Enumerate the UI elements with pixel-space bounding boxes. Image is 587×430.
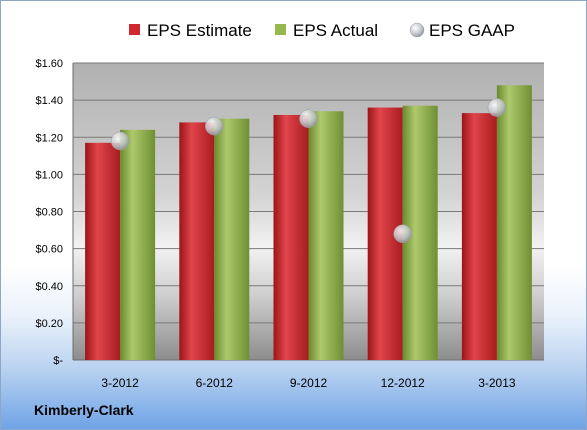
bar-eps-actual <box>214 118 250 360</box>
bar-eps-actual <box>496 85 532 361</box>
bars <box>85 85 532 361</box>
company-name: Kimberly-Clark <box>34 402 134 418</box>
point-eps-gaap <box>110 131 130 151</box>
point-eps-gaap <box>299 109 318 128</box>
legend-label: EPS Estimate <box>147 21 252 40</box>
legend-swatch <box>275 24 286 35</box>
x-tick-label: 3-2012 <box>101 376 139 390</box>
point-eps-gaap <box>487 98 507 117</box>
x-tick-label: 12-2012 <box>381 376 425 390</box>
x-axis-labels: 3-2012 6-2012 9-2012 12-2012 3-2013 <box>101 376 515 390</box>
y-tick-label: $0.40 <box>35 281 63 293</box>
x-tick-label: 6-2012 <box>196 376 234 390</box>
bar-eps-estimate <box>461 113 497 361</box>
y-axis-ticks: $- $0.20 $0.40 $0.60 $0.80 $1.00 $1.20 $1.40 $1.… <box>35 58 63 367</box>
point-eps-gaap <box>393 224 412 244</box>
y-tick-label: $1.40 <box>35 95 63 107</box>
bar-eps-actual <box>308 111 344 360</box>
y-tick-label: $0.60 <box>35 244 63 256</box>
y-tick-label: $0.80 <box>35 207 63 219</box>
y-tick-label: $1.20 <box>35 132 63 144</box>
legend: EPS Estimate EPS Actual EPS GAAP <box>129 21 515 40</box>
gaap-points <box>110 98 507 244</box>
y-tick-label: $1.00 <box>35 169 63 181</box>
point-eps-gaap <box>205 116 224 136</box>
legend-label: EPS GAAP <box>429 21 515 40</box>
x-tick-label: 9-2012 <box>290 376 328 390</box>
y-tick-label: $1.60 <box>35 58 63 70</box>
legend-label: EPS Actual <box>293 21 378 40</box>
legend-swatch <box>409 22 425 38</box>
x-tick-label: 3-2013 <box>478 376 516 390</box>
bar-eps-actual <box>120 129 156 360</box>
bar-eps-estimate <box>273 114 309 360</box>
y-tick-label: $0.20 <box>35 318 63 330</box>
legend-swatch <box>129 24 140 35</box>
bar-eps-estimate <box>85 142 121 360</box>
bar-eps-estimate <box>179 122 215 361</box>
y-tick-label: $- <box>53 355 63 367</box>
